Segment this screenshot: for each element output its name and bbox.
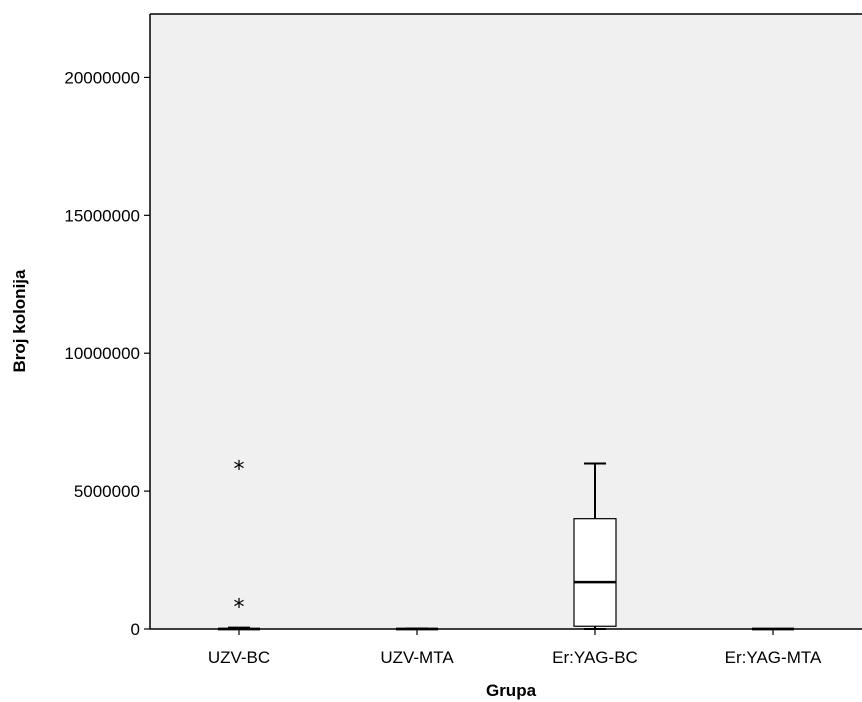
x-axis: UZV-BC UZV-MTA Er:YAG-BC Er:YAG-MTA xyxy=(208,629,822,667)
outlier-point: * xyxy=(234,458,245,483)
plot-background xyxy=(150,14,862,629)
x-axis-title: Grupa xyxy=(486,681,537,700)
outlier-point: * xyxy=(234,595,245,620)
y-axis: 0 5000000 10000000 15000000 20000000 xyxy=(64,68,150,639)
y-axis-title: Broj kolonija xyxy=(10,269,29,373)
x-tick-label: Er:YAG-MTA xyxy=(725,648,822,667)
x-tick-label: Er:YAG-BC xyxy=(552,648,638,667)
x-tick-label: UZV-BC xyxy=(208,648,270,667)
y-tick-label: 0 xyxy=(131,620,140,639)
y-tick-label: 20000000 xyxy=(64,68,140,87)
y-tick-label: 5000000 xyxy=(74,482,140,501)
box-iqr xyxy=(573,518,617,627)
y-tick-label: 15000000 xyxy=(64,206,140,225)
y-tick-label: 10000000 xyxy=(64,344,140,363)
x-tick-label: UZV-MTA xyxy=(380,648,454,667)
